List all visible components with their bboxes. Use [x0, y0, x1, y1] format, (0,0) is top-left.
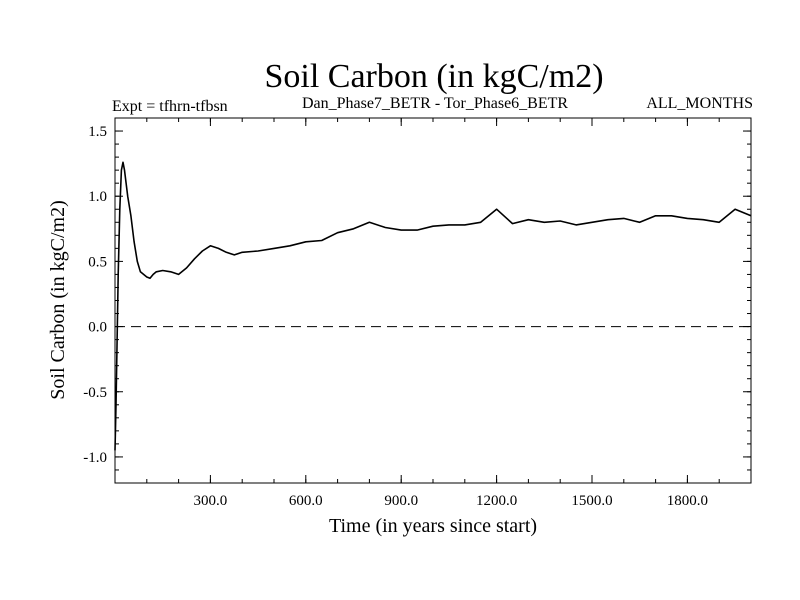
- x-tick-label: 1500.0: [571, 493, 612, 509]
- y-axis: -1.0 -0.5 0.0 0.5 1.0 1.5: [83, 124, 751, 471]
- y-tick-label: -1.0: [83, 450, 107, 466]
- y-tick-label: -0.5: [83, 385, 107, 401]
- y-tick-label: 0.5: [88, 254, 107, 270]
- x-tick-label: 1800.0: [667, 493, 708, 509]
- x-axis: 300.0 600.0 900.0 1200.0 1500.0 1800.0: [146, 118, 720, 509]
- x-tick-label: 1200.0: [476, 493, 517, 509]
- y-tick-label: 1.5: [88, 124, 107, 140]
- y-tick-label: 0.0: [88, 320, 107, 336]
- x-axis-label: Time (in years since start): [329, 515, 537, 537]
- comparison-label: Dan_Phase7_BETR - Tor_Phase6_BETR: [302, 95, 568, 112]
- series-line: [114, 161, 752, 451]
- experiment-label: Expt = tfhrn-tfbsn: [112, 98, 228, 115]
- x-tick-label: 300.0: [194, 493, 228, 509]
- series-group: [114, 161, 752, 451]
- y-tick-label: 1.0: [88, 189, 107, 205]
- chart-title: Soil Carbon (in kgC/m2): [264, 58, 603, 95]
- plot-frame: [114, 117, 752, 484]
- months-label: ALL_MONTHS: [646, 95, 753, 112]
- x-tick-label: 600.0: [289, 493, 323, 509]
- x-tick-label: 900.0: [384, 493, 418, 509]
- y-axis-label: Soil Carbon (in kgC/m2): [47, 200, 69, 399]
